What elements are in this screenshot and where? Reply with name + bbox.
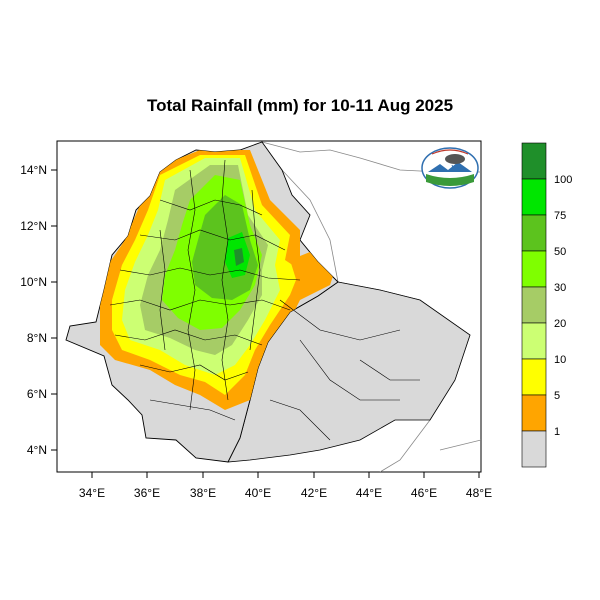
colorbar-legend: 100 75 50 30 20 10 5 1 [521, 142, 572, 468]
colorbar-label: 50 [554, 246, 566, 258]
colorbar-swatch [521, 322, 547, 360]
x-tick-label: 36°E [134, 486, 160, 500]
y-tick-label: 10°N [20, 275, 47, 289]
x-tick-label: 48°E [466, 486, 492, 500]
admin-boundaries [109, 159, 420, 441]
y-tick-label: 6°N [27, 387, 47, 401]
x-tick-label: 34°E [79, 486, 105, 500]
x-tick-label: 42°E [301, 486, 327, 500]
border-line [439, 439, 481, 451]
y-tick-label: 4°N [27, 443, 47, 457]
x-tick-label: 46°E [411, 486, 437, 500]
colorbar-swatch [521, 142, 547, 180]
colorbar-label: 5 [554, 390, 560, 402]
colorbar-swatch [521, 214, 547, 252]
colorbar-swatch [521, 286, 547, 324]
colorbar-label: 1 [554, 426, 560, 438]
map-title: Total Rainfall (mm) for 10-11 Aug 2025 [146, 96, 454, 115]
colorbar-label: 30 [554, 282, 566, 294]
y-tick-label: 14°N [20, 163, 47, 177]
coastline [281, 169, 339, 283]
colorbar-label: 10 [554, 354, 566, 366]
y-tick-label: 8°N [27, 331, 47, 345]
x-tick-label: 38°E [190, 486, 216, 500]
colorbar-label: 75 [554, 210, 566, 222]
map-frame [56, 140, 482, 473]
colorbar-label: 20 [554, 318, 566, 330]
colorbar-swatch [521, 358, 547, 396]
y-tick-label: 12°N [20, 219, 47, 233]
rainfall-field [100, 150, 336, 410]
colorbar-swatch [521, 430, 547, 468]
x-tick-label: 44°E [356, 486, 382, 500]
y-axis: 14°N 12°N 10°N 8°N 6°N 4°N [20, 163, 57, 457]
rain-band-100mm [234, 248, 244, 266]
colorbar-label: 100 [554, 174, 572, 186]
x-tick-label: 40°E [245, 486, 271, 500]
x-axis: 34°E 36°E 38°E 40°E 42°E 44°E 46°E 48°E [79, 472, 492, 500]
meteorology-agency-logo-icon [421, 147, 479, 189]
colorbar-swatch [521, 178, 547, 216]
colorbar-swatch [521, 394, 547, 432]
colorbar-swatch [521, 250, 547, 288]
